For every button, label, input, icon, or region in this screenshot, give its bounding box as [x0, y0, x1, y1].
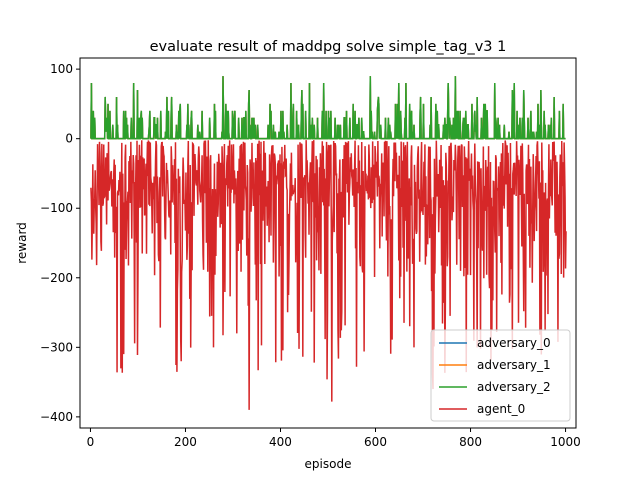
legend-label: adversary_1: [477, 358, 551, 372]
y-tick-label: 100: [50, 62, 73, 76]
series-line-agent-0: [90, 140, 567, 410]
y-tick-label: −300: [40, 340, 73, 354]
y-tick-label: −200: [40, 271, 73, 285]
chart-title: evaluate result of maddpg solve simple_t…: [150, 39, 507, 55]
series-layer: [90, 76, 567, 410]
x-tick-label: 800: [459, 435, 482, 449]
legend-label: adversary_2: [477, 380, 551, 394]
x-tick-label: 600: [364, 435, 387, 449]
legend-box: [430, 329, 571, 422]
y-tick-label: −100: [40, 201, 73, 215]
y-axis-label: reward: [15, 222, 29, 264]
series-line-adversary-2: [90, 76, 566, 140]
x-tick-label: 200: [174, 435, 197, 449]
y-tick-label: 0: [65, 132, 73, 146]
legend-label: adversary_0: [477, 336, 551, 350]
x-tick-label: 400: [269, 435, 292, 449]
legend: adversary_0 adversary_1 adversary_2 agent_0: [430, 329, 571, 422]
x-tick-label: 1000: [550, 435, 581, 449]
legend-label: agent_0: [477, 402, 525, 416]
y-tick-label: −400: [40, 410, 73, 424]
plot-frame: [79, 57, 577, 429]
x-axis-label: episode: [305, 457, 352, 471]
x-tick-label: 0: [87, 435, 95, 449]
